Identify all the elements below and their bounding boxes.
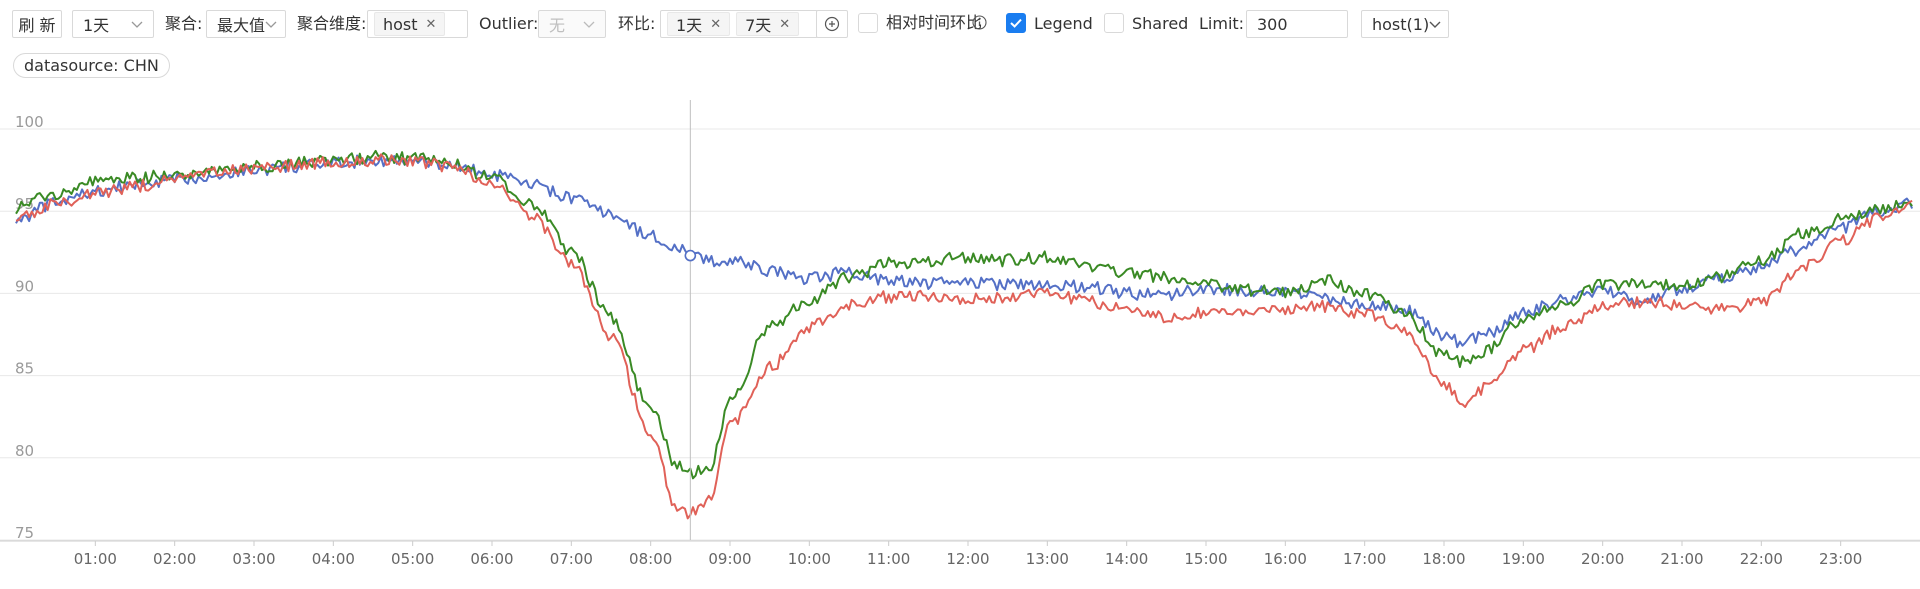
crosshair bbox=[684, 100, 697, 540]
chart-series bbox=[15, 149, 1914, 520]
y-tick-label: 90 bbox=[15, 277, 34, 295]
x-tick-label: 03:00 bbox=[232, 550, 275, 568]
aggregation-value: 最大值 bbox=[217, 16, 266, 35]
x-tick-label: 16:00 bbox=[1264, 550, 1307, 568]
compare-tag-label: 1天 bbox=[676, 16, 703, 35]
time-range-value: 1天 bbox=[83, 16, 110, 35]
datasource-filter-pill[interactable]: datasource: CHN bbox=[13, 53, 170, 78]
close-icon[interactable]: ✕ bbox=[425, 16, 437, 32]
chevron-down-icon bbox=[1429, 21, 1441, 28]
x-tick-label: 15:00 bbox=[1184, 550, 1227, 568]
x-tick-label: 21:00 bbox=[1660, 550, 1703, 568]
aggregation-select[interactable]: 最大值 bbox=[206, 10, 286, 38]
chevron-down-icon bbox=[583, 21, 595, 28]
x-axis: 01:00 02:00 03:00 04:00 05:00 06:00 07:00 08:00… bbox=[74, 541, 1862, 568]
aggregation-dimension-label: 聚合维度: bbox=[297, 14, 367, 33]
outlier-label: Outlier: bbox=[479, 14, 539, 33]
limit-value: 300 bbox=[1257, 14, 1288, 34]
host-select-value: host(1) bbox=[1372, 14, 1430, 34]
dimension-tag-label: host bbox=[383, 14, 418, 34]
info-circle-icon[interactable] bbox=[972, 15, 987, 30]
crosshair-point bbox=[684, 249, 697, 262]
limit-label: Limit: bbox=[1199, 14, 1245, 33]
y-tick-label: 85 bbox=[15, 360, 34, 378]
series-line bbox=[15, 153, 1913, 520]
x-tick-label: 14:00 bbox=[1105, 550, 1148, 568]
x-tick-label: 09:00 bbox=[708, 550, 751, 568]
aggregation-dimension-select[interactable]: host ✕ bbox=[367, 10, 468, 38]
compare-select[interactable]: 1天 ✕ 7天 ✕ bbox=[660, 10, 818, 38]
close-icon[interactable]: ✕ bbox=[710, 16, 722, 32]
x-tick-label: 01:00 bbox=[74, 550, 117, 568]
x-tick-label: 02:00 bbox=[153, 550, 196, 568]
add-compare-button[interactable] bbox=[816, 10, 848, 38]
x-tick-label: 18:00 bbox=[1422, 550, 1465, 568]
chart-grid bbox=[0, 128, 1920, 542]
check-icon bbox=[1010, 18, 1022, 28]
datasource-filter-label: datasource: CHN bbox=[24, 56, 159, 75]
x-tick-label: 12:00 bbox=[946, 550, 989, 568]
series-line bbox=[15, 149, 1913, 480]
relative-compare-label: 相对时间环比 bbox=[886, 13, 983, 32]
x-tick-label: 20:00 bbox=[1581, 550, 1624, 568]
x-tick-label: 23:00 bbox=[1819, 550, 1862, 568]
x-tick-label: 05:00 bbox=[391, 550, 434, 568]
series-line bbox=[15, 154, 1914, 349]
x-tick-label: 10:00 bbox=[788, 550, 831, 568]
chevron-down-icon bbox=[265, 21, 277, 28]
compare-tag-7day: 7天 ✕ bbox=[736, 12, 800, 36]
compare-tag-1day: 1天 ✕ bbox=[667, 12, 731, 36]
limit-input[interactable]: 300 bbox=[1246, 10, 1348, 38]
x-tick-label: 06:00 bbox=[470, 550, 513, 568]
outlier-value: 无 bbox=[549, 16, 566, 35]
y-tick-label: 80 bbox=[15, 442, 34, 460]
time-range-select[interactable]: 1天 bbox=[72, 10, 154, 38]
x-tick-label: 11:00 bbox=[867, 550, 910, 568]
relative-compare-checkbox[interactable] bbox=[858, 13, 878, 33]
query-toolbar: 刷 新 1天 聚合: 最大值 聚合维度: host ✕ Outlier: 无 环… bbox=[0, 0, 1920, 56]
host-select[interactable]: host(1) bbox=[1361, 10, 1449, 38]
x-tick-label: 22:00 bbox=[1740, 550, 1783, 568]
aggregation-label: 聚合: bbox=[165, 14, 203, 33]
compare-tag-label: 7天 bbox=[745, 16, 772, 35]
legend-label: Legend bbox=[1034, 14, 1093, 33]
x-tick-label: 17:00 bbox=[1343, 550, 1386, 568]
dimension-tag-host: host ✕ bbox=[374, 12, 446, 36]
compare-label: 环比: bbox=[618, 14, 656, 33]
y-tick-label: 75 bbox=[15, 524, 34, 542]
refresh-button[interactable]: 刷 新 bbox=[12, 10, 62, 38]
outlier-select[interactable]: 无 bbox=[538, 10, 606, 38]
x-tick-label: 08:00 bbox=[629, 550, 672, 568]
close-icon[interactable]: ✕ bbox=[779, 16, 791, 32]
x-tick-label: 04:00 bbox=[312, 550, 355, 568]
shared-label: Shared bbox=[1132, 14, 1189, 33]
x-tick-label: 07:00 bbox=[550, 550, 593, 568]
y-tick-label: 100 bbox=[15, 113, 44, 131]
plus-circle-icon bbox=[824, 16, 840, 32]
chevron-down-icon bbox=[131, 21, 143, 28]
shared-checkbox[interactable] bbox=[1104, 13, 1124, 33]
legend-checkbox[interactable] bbox=[1006, 13, 1026, 33]
x-tick-label: 19:00 bbox=[1502, 550, 1545, 568]
x-tick-label: 13:00 bbox=[1026, 550, 1069, 568]
